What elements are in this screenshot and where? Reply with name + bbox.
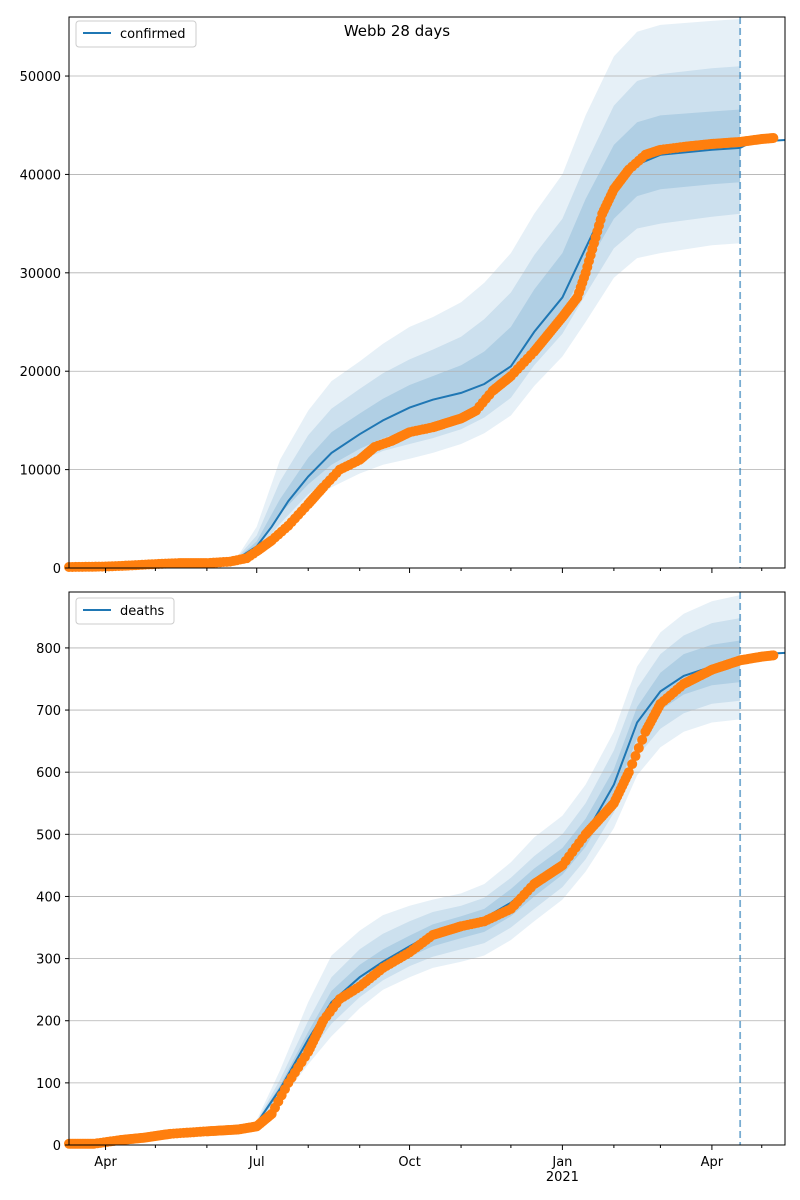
legend-label-confirmed: confirmed [120,27,186,42]
deaths-band-2 [256,640,741,1125]
confirmed-x-ticks [105,568,763,573]
deaths-axes-frame [68,591,786,1146]
deaths-uncertainty-bands [256,595,741,1127]
deaths-observed-point [630,751,641,762]
deaths-x-tick-label: Apr [701,1155,724,1170]
deaths-y-tick-label: 800 [36,642,61,657]
deaths-band-0 [256,595,741,1127]
confirmed-y-tick-label: 20000 [20,365,61,380]
deaths-x-tick-label: 2021 [546,1170,579,1185]
confirmed-y-tick-label: 40000 [20,168,61,183]
confirmed-y-ticks: 0 10000 20000 30000 40000 50000 [20,70,69,577]
deaths-y-tick-label: 300 [36,953,61,968]
deaths-y-tick-label: 100 [36,1077,61,1092]
legend-label-deaths: deaths [120,604,165,619]
confirmed-y-tick-label: 50000 [20,70,61,85]
deaths-observed-point [627,759,638,770]
deaths-x-tick-label: Jul [248,1155,265,1170]
deaths-panel: 0 100 200 300 400 500 600 700 800 Apr Jul Oct Jan20… [36,591,786,1185]
deaths-x-tick-label: Jan [551,1155,572,1170]
deaths-observed-markers [64,650,779,1149]
deaths-y-tick-label: 200 [36,1015,61,1030]
deaths-x-tick-label: Apr [94,1155,117,1170]
deaths-y-tick-label: 400 [36,890,61,905]
confirmed-band-0 [238,19,741,562]
deaths-y-tick-label: 500 [36,828,61,843]
deaths-y-ticks: 0 100 200 300 400 500 600 700 800 [36,642,69,1154]
confirmed-y-tick-label: 0 [53,562,61,577]
deaths-y-tick-label: 700 [36,704,61,719]
deaths-x-tick-label: Oct [398,1155,420,1170]
deaths-grid [69,647,785,1146]
deaths-observed-point [637,734,648,745]
confirmed-y-tick-label: 10000 [20,464,61,479]
deaths-observed-point [633,742,644,753]
deaths-y-tick-label: 600 [36,766,61,781]
deaths-y-tick-label: 0 [53,1139,61,1154]
chart-title: Webb 28 days [344,22,450,40]
confirmed-observed-point [768,133,779,144]
legend-box [75,597,175,625]
confirmed-legend: confirmed [75,20,197,48]
deaths-band-1 [256,618,741,1126]
deaths-observed-point [768,650,779,661]
legend-box [75,20,197,48]
deaths-observed-point [623,767,634,778]
confirmed-axes-frame [68,16,786,569]
confirmed-band-2 [238,109,741,560]
confirmed-y-tick-label: 30000 [20,267,61,282]
confirmed-observed-markers [64,133,779,573]
deaths-legend: deaths [75,597,175,625]
